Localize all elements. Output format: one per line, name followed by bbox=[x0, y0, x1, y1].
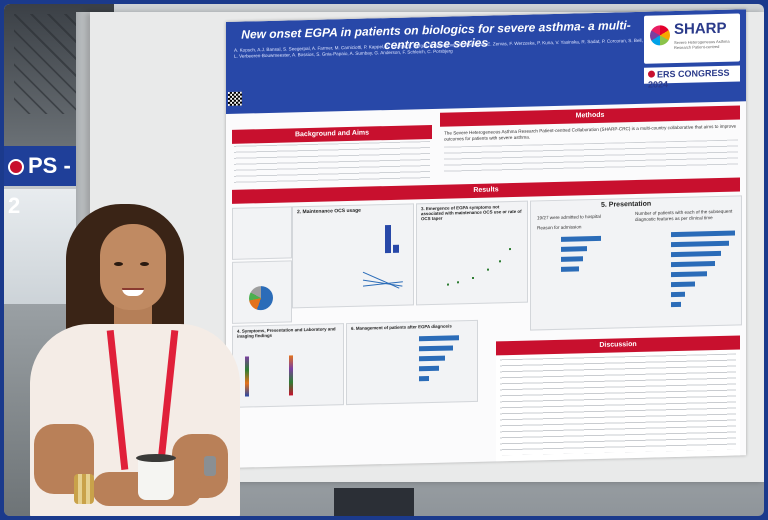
presenter-eye bbox=[114, 262, 123, 266]
bracelet bbox=[74, 474, 94, 504]
presenter-smile bbox=[122, 288, 144, 296]
coffee-cup-rim bbox=[136, 454, 176, 462]
presenter-person bbox=[4, 4, 764, 516]
bystander-legs bbox=[334, 488, 414, 516]
presenter-eye bbox=[140, 262, 149, 266]
photo-frame: PS - 2 New onset EGPA in patients on bio… bbox=[4, 4, 764, 516]
presenter-face bbox=[100, 224, 166, 310]
wristwatch bbox=[204, 456, 216, 476]
coffee-cup bbox=[138, 456, 174, 500]
sign-logo-icon bbox=[8, 159, 24, 176]
poster-session-sign: PS - 2 bbox=[4, 146, 86, 218]
sign-text: PS - 2 bbox=[8, 153, 71, 218]
